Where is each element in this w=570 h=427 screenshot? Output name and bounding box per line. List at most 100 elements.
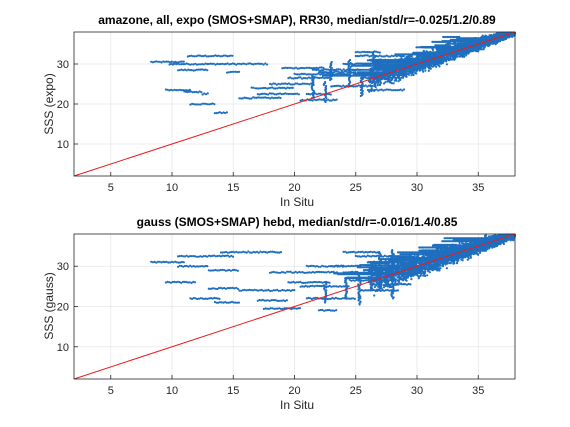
data-point bbox=[221, 62, 224, 65]
data-point bbox=[312, 75, 316, 79]
data-point bbox=[309, 99, 312, 102]
data-point bbox=[315, 73, 318, 76]
data-point bbox=[280, 82, 284, 85]
data-point bbox=[266, 93, 270, 96]
data-point bbox=[299, 76, 302, 79]
data-point bbox=[191, 91, 194, 94]
data-point bbox=[298, 83, 301, 86]
data-point bbox=[337, 68, 340, 71]
data-point bbox=[210, 55, 213, 58]
data-point bbox=[227, 71, 230, 74]
data-point bbox=[326, 76, 329, 79]
data-point bbox=[427, 66, 431, 70]
data-point bbox=[320, 66, 323, 69]
data-point bbox=[262, 86, 265, 90]
data-point bbox=[375, 80, 378, 83]
data-point bbox=[164, 88, 167, 91]
data-point bbox=[279, 83, 282, 86]
data-point bbox=[364, 84, 367, 87]
data-point bbox=[405, 71, 408, 74]
data-point bbox=[424, 69, 427, 72]
data-point bbox=[278, 92, 282, 95]
data-point bbox=[291, 86, 294, 89]
data-point bbox=[302, 72, 305, 75]
data-point bbox=[400, 74, 403, 77]
data-point bbox=[174, 60, 177, 64]
data-point bbox=[160, 61, 163, 64]
data-point bbox=[261, 92, 264, 95]
data-point bbox=[201, 68, 204, 71]
data-point bbox=[303, 72, 306, 75]
data-point bbox=[301, 66, 304, 70]
data-point bbox=[212, 54, 215, 58]
data-point bbox=[344, 69, 347, 72]
data-point bbox=[310, 84, 314, 88]
data-point bbox=[162, 60, 165, 63]
data-point bbox=[366, 85, 369, 88]
data-point bbox=[307, 92, 310, 96]
data-point bbox=[504, 37, 507, 40]
data-point bbox=[315, 93, 319, 96]
data-point bbox=[234, 70, 237, 73]
data-point bbox=[202, 55, 205, 58]
data-point bbox=[308, 83, 311, 86]
data-point bbox=[387, 55, 390, 58]
data-point bbox=[173, 88, 176, 91]
data-point bbox=[315, 68, 318, 72]
data-point bbox=[487, 42, 490, 45]
data-point bbox=[316, 76, 319, 79]
data-point bbox=[252, 96, 255, 99]
data-point bbox=[355, 85, 359, 88]
data-point bbox=[306, 77, 309, 80]
data-point bbox=[468, 51, 471, 54]
data-point bbox=[358, 51, 361, 54]
data-point bbox=[316, 98, 319, 101]
data-point bbox=[269, 97, 272, 100]
data-point bbox=[229, 62, 233, 66]
data-point bbox=[282, 92, 285, 96]
data-point bbox=[324, 80, 327, 84]
data-point bbox=[272, 97, 275, 100]
data-point bbox=[325, 76, 328, 79]
data-point bbox=[258, 96, 262, 99]
data-point bbox=[168, 61, 172, 64]
data-point bbox=[180, 63, 183, 66]
data-point bbox=[456, 55, 459, 58]
data-point bbox=[252, 63, 255, 66]
data-point bbox=[282, 66, 286, 70]
data-point bbox=[287, 77, 290, 80]
data-point bbox=[205, 93, 208, 96]
data-point bbox=[186, 55, 189, 58]
data-point bbox=[361, 77, 364, 81]
data-point bbox=[322, 68, 325, 72]
data-point bbox=[195, 68, 199, 71]
data-point bbox=[169, 88, 173, 91]
data-point bbox=[279, 96, 282, 100]
data-point bbox=[274, 82, 277, 85]
data-point bbox=[330, 99, 333, 102]
data-point bbox=[314, 73, 317, 76]
data-point bbox=[199, 103, 202, 106]
data-point bbox=[180, 60, 184, 63]
data-point bbox=[177, 69, 180, 72]
data-point bbox=[242, 62, 245, 65]
data-point bbox=[216, 62, 219, 65]
data-point bbox=[316, 68, 320, 71]
data-point bbox=[315, 99, 318, 102]
data-point bbox=[317, 71, 321, 74]
data-point bbox=[277, 82, 280, 85]
data-point bbox=[399, 88, 402, 91]
data-point bbox=[329, 93, 332, 96]
data-point bbox=[229, 54, 232, 57]
data-point bbox=[206, 69, 209, 72]
data-point bbox=[414, 69, 417, 72]
data-point bbox=[299, 83, 302, 86]
data-point bbox=[362, 85, 365, 88]
data-point bbox=[284, 66, 287, 69]
data-point bbox=[347, 62, 350, 66]
data-point bbox=[238, 97, 241, 100]
data-point bbox=[184, 90, 188, 93]
data-point bbox=[275, 93, 278, 96]
data-point bbox=[192, 69, 195, 72]
data-point bbox=[423, 67, 426, 70]
